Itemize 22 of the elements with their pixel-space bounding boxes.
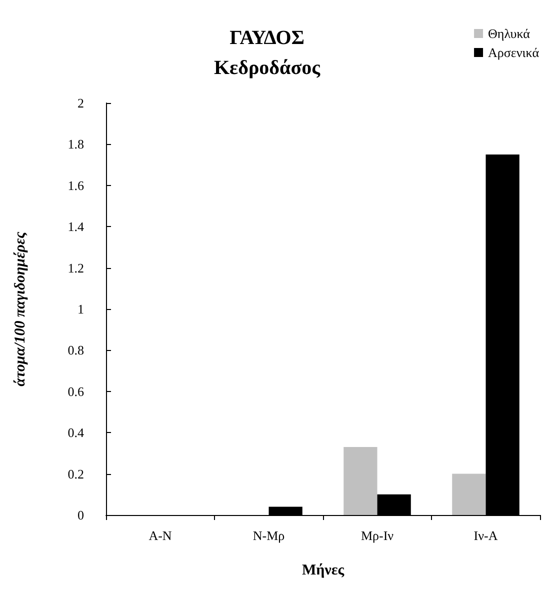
y-tick-label: 1.2 bbox=[68, 260, 84, 276]
y-tick-label: 0.6 bbox=[68, 384, 84, 399]
legend-label: Θηλυκά bbox=[488, 26, 530, 41]
y-tick-label: 0.2 bbox=[68, 466, 84, 482]
y-axis-title: άτομα/100 παγιδοημέρες bbox=[12, 231, 28, 386]
x-axis-title: Μήνες bbox=[302, 562, 345, 578]
legend-label: Αρσενικά bbox=[488, 45, 540, 60]
y-tick-label: 0.8 bbox=[68, 342, 84, 358]
y-tick-label: 1.8 bbox=[68, 136, 84, 152]
x-tick-label: Mρ-Iν bbox=[360, 528, 394, 543]
y-tick-label: 2 bbox=[78, 96, 84, 110]
y-tick-label: 1.4 bbox=[68, 219, 84, 234]
y-tick-label: 0 bbox=[78, 508, 84, 522]
chart-title: ΓΑΥΔΟΣ Κεδροδάσος bbox=[214, 27, 321, 79]
y-tick-label: 1 bbox=[78, 302, 84, 316]
y-tick-label: 0.4 bbox=[68, 425, 84, 440]
y-tick-label: 1.6 bbox=[68, 178, 84, 193]
x-tick-label: A-N bbox=[148, 528, 172, 543]
bar bbox=[344, 447, 378, 515]
x-tick-label: Iν-A bbox=[474, 528, 498, 543]
bar bbox=[452, 474, 486, 515]
x-tick-label: N-Mρ bbox=[252, 528, 285, 543]
